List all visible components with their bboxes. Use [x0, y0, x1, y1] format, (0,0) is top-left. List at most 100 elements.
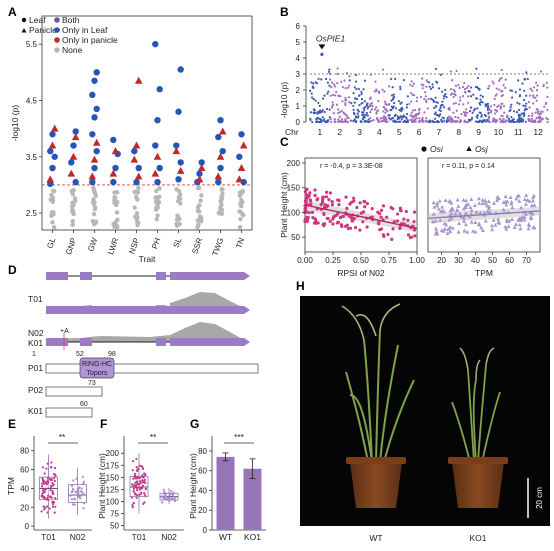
panel-a-point-leaf [135, 164, 142, 172]
panel-b-point [405, 103, 409, 106]
panel-e-point [42, 505, 46, 508]
panel-a-point-none [238, 216, 243, 222]
panel-a-point-none [70, 200, 75, 206]
panel-c-osj-point [515, 194, 520, 198]
panel-b-point [399, 85, 402, 88]
panel-b-point [516, 118, 520, 122]
panel-c-osj-point [450, 207, 455, 212]
panel-a-point-none [174, 187, 179, 192]
panel-b-point [336, 108, 340, 111]
panel-b-chr-label: 5 [397, 127, 402, 137]
panel-b-point [332, 103, 335, 107]
panel-a-xtick-label: SL [172, 236, 184, 249]
insertion-label: +A [60, 328, 69, 335]
panel-f-point [138, 488, 141, 491]
panel-b-point [326, 92, 329, 95]
panel-a-point-none [134, 211, 140, 216]
panel-b-point [464, 113, 467, 116]
panel-f-point [165, 498, 169, 501]
panel-b-point [538, 115, 541, 119]
panel-c-osj-point [449, 216, 454, 220]
panel-c-ytick-label: 50 [291, 233, 300, 242]
panel-b-point [359, 120, 362, 123]
panel-e-ytick-label: 0 [25, 522, 30, 531]
panel-c-osj-point [524, 193, 529, 197]
panel-a-point-leaf [177, 159, 184, 166]
panel-b-point [399, 108, 403, 111]
panel-c-osi-point [404, 209, 408, 214]
panel-b-point [514, 90, 517, 94]
panel-c-osi-point [315, 198, 319, 202]
panel-b-point [418, 120, 421, 123]
panel-b-point [457, 116, 460, 119]
panel-a-point-leaf [219, 147, 226, 155]
panel-b-point [375, 112, 378, 115]
panel-e-point [46, 476, 50, 479]
panel-a-point-none [197, 203, 202, 208]
panel-b-point [360, 111, 364, 114]
panel-c-osj-point [480, 228, 485, 232]
panel-c-xtick-label: 0.50 [353, 256, 369, 265]
panel-b-point [452, 102, 455, 105]
panel-b-point [466, 111, 469, 114]
panel-b-point [425, 99, 428, 102]
panel-a-point-none [135, 219, 140, 225]
panel-b-point [433, 112, 436, 116]
panel-b-point [469, 86, 473, 89]
panel-b-point [344, 99, 347, 102]
panel-b-point [352, 108, 355, 111]
panel-b-point [427, 81, 431, 84]
panel-c-osi-point [358, 228, 362, 232]
panel-a-point-panicle [88, 172, 97, 180]
panel-b-point [461, 95, 465, 98]
panel-b-point [474, 120, 478, 123]
panel-f-point [137, 467, 140, 471]
panel-c-osj-point [501, 207, 506, 212]
panel-f-point [135, 496, 138, 499]
panel-b-point [524, 105, 527, 108]
panel-g-ylabel: Plant Height (cm) [188, 453, 198, 519]
panel-b-point [369, 105, 372, 108]
panel-b-point [488, 84, 491, 88]
panel-a-point-none [49, 192, 54, 198]
panel-b-point [358, 104, 361, 107]
panel-b-point [389, 109, 392, 112]
panel-a-point-none [195, 218, 201, 223]
panel-f-point [131, 483, 134, 486]
panel-b-point [320, 78, 323, 81]
panel-b-point [425, 100, 428, 104]
panel-c-osj-point [504, 202, 509, 207]
panel-b-point [398, 120, 401, 123]
panel-b-point [347, 96, 351, 99]
p01-start: 1 [32, 351, 36, 358]
panel-b-point [336, 67, 339, 70]
panel-c-osj-frame [427, 157, 541, 253]
panel-b-point [521, 118, 525, 121]
panel-e-point [72, 479, 75, 482]
panel-b-chr-label: 2 [337, 127, 342, 137]
panel-f-point [162, 488, 165, 491]
panel-b-point [500, 90, 503, 93]
panel-b-point [367, 105, 370, 108]
panel-b-point [528, 106, 531, 109]
panel-c-osj-point [479, 225, 484, 230]
panel-e-point [77, 489, 80, 492]
panel-b-point [396, 115, 399, 118]
panel-a-point-panicle [109, 169, 118, 177]
panel-b-point [502, 105, 506, 108]
panel-b-point [388, 113, 391, 117]
panel-f-point [141, 466, 144, 469]
panel-c-osj-point [455, 208, 460, 213]
panel-a-point-leaf [215, 133, 222, 141]
panel-f-point [141, 484, 145, 487]
panel-e-point [44, 488, 47, 491]
track-label-k01: K01 [28, 338, 43, 348]
panel-b-point [520, 117, 523, 120]
panel-c-xtick-label: 30 [454, 256, 463, 265]
panel-f-point [163, 490, 166, 494]
panel-a-ytick-label: 4.5 [26, 96, 38, 105]
panel-b-point [438, 108, 441, 112]
panel-c-osj-point [433, 231, 438, 236]
panel-b-point [451, 79, 454, 82]
panel-b-point [329, 94, 332, 97]
